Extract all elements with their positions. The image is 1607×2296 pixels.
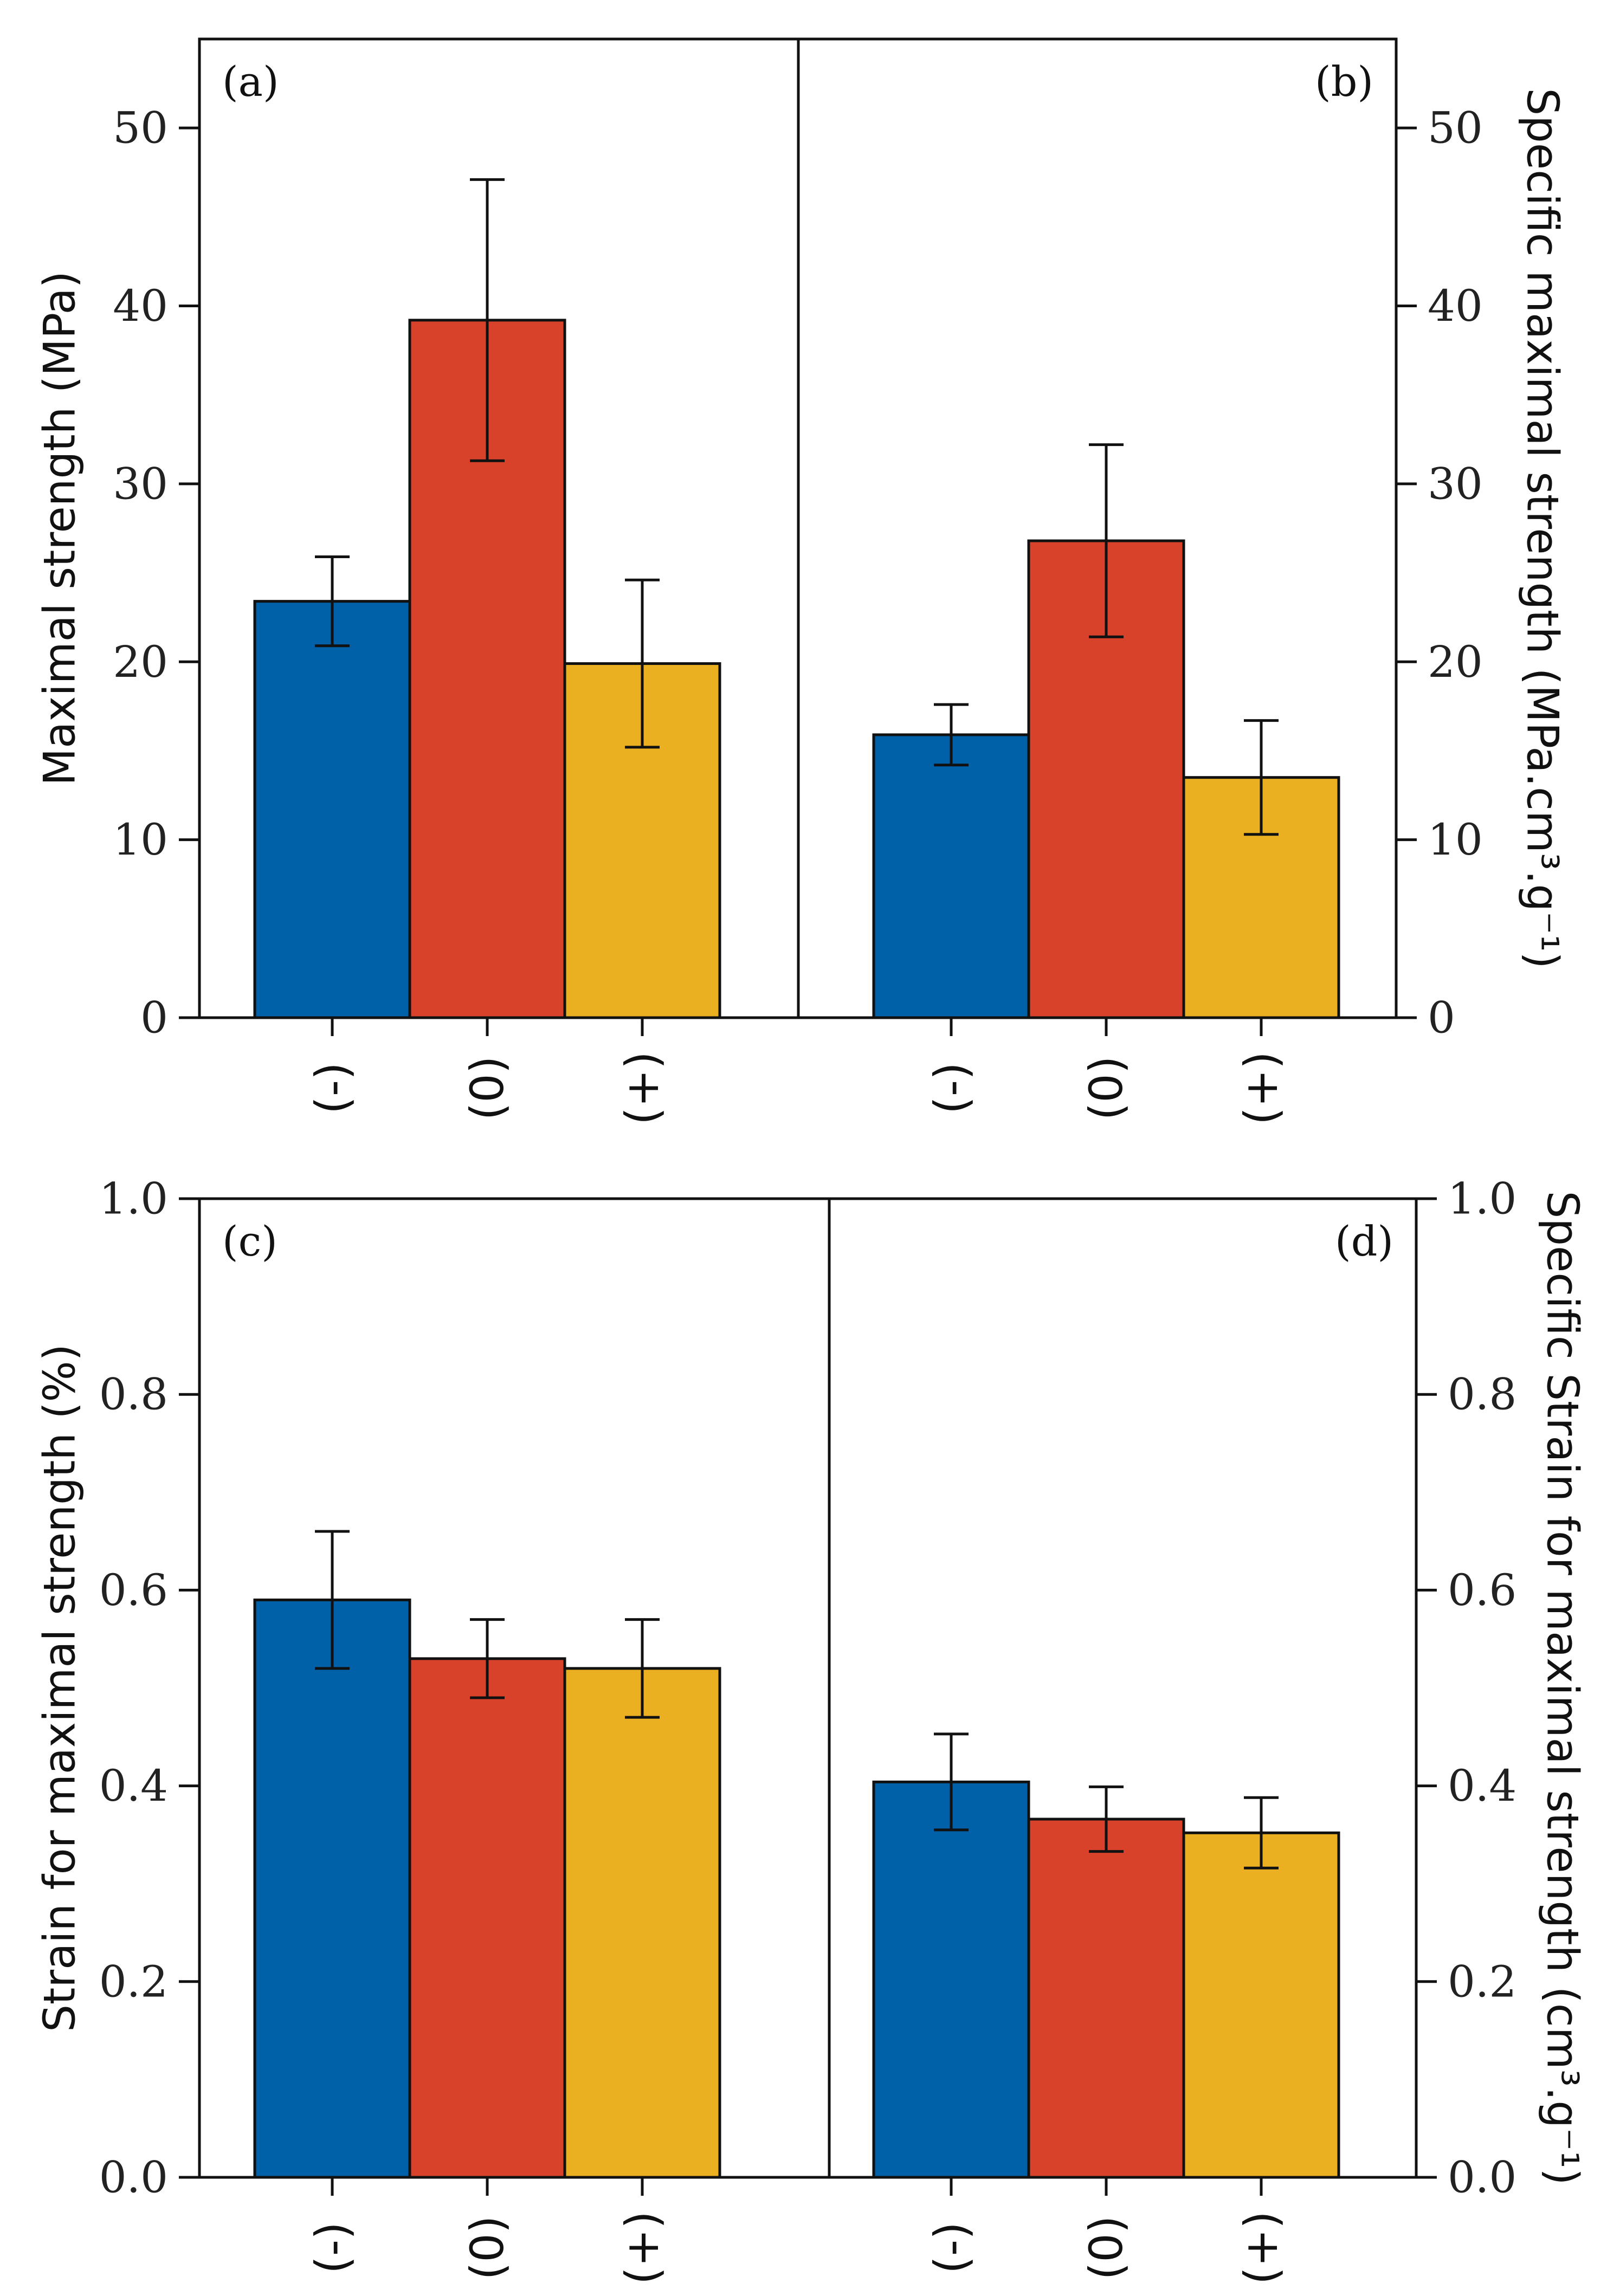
y-tick-label-1-0: 0 bbox=[1428, 993, 1455, 1043]
y-tick-label-0-2: 20 bbox=[113, 637, 168, 687]
x-tick-label-0-0: (-) bbox=[306, 1062, 359, 1114]
x-tick-label-1-0: (-) bbox=[925, 1062, 978, 1114]
bar-2-1 bbox=[408, 1657, 566, 2179]
y-tick-label-0-5: 50 bbox=[113, 103, 168, 153]
text-layer: (-) (0) (+) 0 10 20 30 40 50 Maximal strength (MP… bbox=[35, 57, 1588, 2285]
bar-3-0 bbox=[872, 1780, 1030, 2179]
bar-2-0 bbox=[253, 1598, 411, 2179]
panel-label-2: (c) bbox=[222, 1217, 277, 1265]
y-tick-label-2-0: 0.0 bbox=[99, 2152, 168, 2203]
y-tick-label-1-1: 10 bbox=[1428, 814, 1483, 865]
y-tick-label-1-3: 30 bbox=[1428, 458, 1483, 509]
y-tick-label-0-1: 10 bbox=[113, 814, 168, 865]
y-tick-label-0-4: 40 bbox=[113, 281, 168, 331]
panel-label-1: (b) bbox=[1315, 57, 1373, 106]
x-tick-label-1-1: (0) bbox=[1080, 1056, 1133, 1121]
bar-0-0 bbox=[253, 600, 411, 1019]
y-axis-label-3: Specific Strain for maximal strength (cm… bbox=[1538, 1191, 1588, 2185]
y-tick-label-2-2: 0.4 bbox=[99, 1761, 168, 1811]
x-tick-label-0-2: (+) bbox=[616, 1051, 669, 1125]
bar-1-0 bbox=[872, 733, 1030, 1019]
x-tick-label-2-0: (-) bbox=[306, 2222, 359, 2274]
axes-layer bbox=[179, 37, 1437, 2196]
x-tick-label-2-1: (0) bbox=[461, 2216, 514, 2280]
y-tick-label-0-0: 0 bbox=[140, 993, 168, 1043]
x-tick-label-0-1: (0) bbox=[461, 1056, 514, 1121]
y-axis-label-2: Strain for maximal strength (%) bbox=[35, 1344, 85, 2032]
y-tick-label-2-5: 1.0 bbox=[99, 1174, 168, 1224]
x-tick-label-3-2: (+) bbox=[1235, 2211, 1288, 2285]
panel-label-3: (d) bbox=[1335, 1217, 1393, 1265]
bar-2-2 bbox=[563, 1667, 721, 2179]
y-tick-label-3-4: 0.8 bbox=[1448, 1369, 1516, 1420]
y-tick-label-2-3: 0.6 bbox=[99, 1565, 168, 1615]
y-tick-label-2-1: 0.2 bbox=[99, 1956, 168, 2007]
x-tick-label-3-1: (0) bbox=[1080, 2216, 1133, 2280]
y-tick-label-2-4: 0.8 bbox=[99, 1369, 168, 1420]
x-tick-label-1-2: (+) bbox=[1235, 1051, 1288, 1125]
plot-frame-row-2 bbox=[198, 1197, 1418, 2179]
panel-label-0: (a) bbox=[222, 57, 279, 106]
bars-layer bbox=[253, 319, 1340, 2179]
y-tick-label-1-2: 20 bbox=[1428, 637, 1483, 687]
x-tick-label-2-2: (+) bbox=[616, 2211, 669, 2285]
bar-3-2 bbox=[1182, 1831, 1340, 2179]
y-tick-label-3-2: 0.4 bbox=[1448, 1761, 1516, 1811]
y-tick-label-3-0: 0.0 bbox=[1448, 2152, 1516, 2203]
y-tick-label-1-5: 50 bbox=[1428, 103, 1483, 153]
y-tick-label-3-1: 0.2 bbox=[1448, 1956, 1516, 2007]
bar-3-1 bbox=[1027, 1818, 1185, 2179]
y-tick-label-1-4: 40 bbox=[1428, 281, 1483, 331]
y-axis-label-1: Specific maximal strength (MPa.cm³.g⁻¹) bbox=[1518, 88, 1568, 968]
y-tick-label-0-3: 30 bbox=[113, 458, 168, 509]
y-tick-label-3-3: 0.6 bbox=[1448, 1565, 1516, 1615]
y-axis-label-0: Maximal strength (MPa) bbox=[35, 271, 85, 786]
x-tick-label-3-0: (-) bbox=[925, 2222, 978, 2274]
y-tick-label-3-5: 1.0 bbox=[1448, 1174, 1516, 1224]
